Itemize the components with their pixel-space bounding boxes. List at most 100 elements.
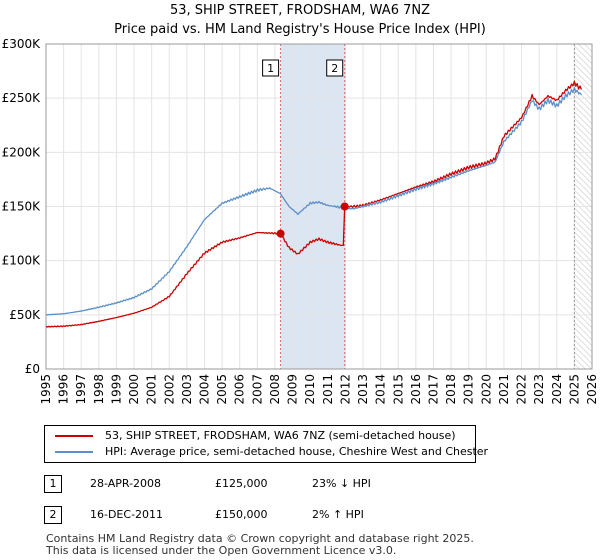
- forecast-hatch-line: [583, 44, 592, 52]
- x-tick-label: 2014: [374, 374, 388, 405]
- x-tick-label: 2016: [409, 374, 423, 405]
- forecast-hatch-line: [574, 255, 592, 274]
- x-tick-label: 2005: [215, 374, 229, 405]
- forecast-hatch-line: [574, 183, 592, 202]
- x-tick-label: 2017: [426, 374, 440, 405]
- x-tick-label: 1997: [74, 374, 88, 405]
- property-price-line: [45, 80, 583, 328]
- x-tick-label: 1995: [39, 374, 53, 405]
- forecast-hatch-line: [574, 339, 592, 358]
- x-tick-label: 2022: [515, 374, 529, 405]
- legend-swatch-property: [55, 435, 93, 437]
- forecast-hatch-line: [574, 285, 592, 304]
- forecast-hatch-line: [574, 129, 592, 148]
- forecast-hatch-line: [574, 237, 592, 256]
- y-tick-label: £200K: [2, 145, 42, 159]
- footer-copyright: Contains HM Land Registry data © Crown c…: [46, 532, 474, 545]
- sale-label-text: 1: [267, 62, 274, 75]
- forecast-hatch-line: [574, 165, 592, 184]
- x-tick-label: 2026: [585, 374, 599, 405]
- y-tick-label: £100K: [2, 254, 42, 268]
- sale-label-text: 2: [331, 62, 338, 75]
- x-tick-label: 1996: [57, 374, 71, 405]
- y-tick-label: £0: [25, 362, 40, 376]
- forecast-hatch-line: [574, 45, 592, 64]
- forecast-hatch-line: [574, 309, 592, 328]
- legend-item-property: 53, SHIP STREET, FRODSHAM, WA6 7NZ (semi…: [45, 428, 473, 444]
- transaction-date: 16-DEC-2011: [90, 508, 164, 521]
- forecast-hatch-line: [574, 243, 592, 262]
- forecast-hatch-line: [574, 303, 592, 322]
- x-tick-label: 2008: [268, 374, 282, 405]
- hpi-line: [45, 86, 582, 316]
- forecast-hatch-line: [574, 75, 592, 94]
- transaction-hpi-delta: 2% ↑ HPI: [312, 508, 364, 521]
- forecast-hatch-line: [574, 111, 592, 130]
- sale-point-marker: [340, 202, 349, 211]
- chart-subtitle: Price paid vs. HM Land Registry's House …: [114, 22, 486, 37]
- forecast-hatch-line: [574, 315, 592, 334]
- x-tick-label: 2025: [567, 374, 581, 405]
- x-tick-label: 2009: [286, 374, 300, 405]
- transaction-row: 2 16-DEC-2011 £150,000 2% ↑ HPI: [44, 506, 444, 526]
- forecast-hatch-line: [574, 135, 592, 154]
- transaction-date: 28-APR-2008: [90, 477, 162, 490]
- transaction-price: £150,000: [215, 508, 268, 521]
- price-chart: 1 2 £0 £50K £100K £150K £200K £250K £300K 1995 19…: [2, 37, 599, 405]
- forecast-hatch-line: [574, 105, 592, 124]
- forecast-hatch-line: [577, 44, 592, 58]
- forecast-hatch-line: [574, 321, 592, 340]
- transaction-price: £125,000: [215, 477, 268, 490]
- forecast-hatch-line: [574, 231, 592, 250]
- footer-licence: This data is licensed under the Open Gov…: [46, 544, 397, 557]
- forecast-hatch-line: [574, 63, 592, 82]
- x-tick-label: 2020: [479, 374, 493, 405]
- forecast-hatch-line: [574, 201, 592, 220]
- x-tick-label: 2012: [338, 374, 352, 405]
- x-tick-label: 1998: [92, 374, 106, 405]
- x-tick-label: 1999: [109, 374, 123, 405]
- forecast-hatch-line: [574, 297, 592, 316]
- x-tick-label: 2007: [250, 374, 264, 405]
- legend-swatch-hpi: [55, 451, 93, 453]
- forecast-hatch-line: [574, 147, 592, 166]
- x-tick-label: 2019: [462, 374, 476, 405]
- forecast-hatch-line: [574, 189, 592, 208]
- transaction-badge: 2: [44, 506, 62, 524]
- x-tick-label: 2023: [532, 374, 546, 405]
- x-tick-label: 2021: [497, 374, 511, 405]
- legend-label-property: 53, SHIP STREET, FRODSHAM, WA6 7NZ (semi…: [105, 429, 456, 442]
- legend-label-hpi: HPI: Average price, semi-detached house,…: [105, 445, 489, 458]
- forecast-hatch-line: [574, 153, 592, 172]
- y-tick-label: £150K: [2, 200, 42, 214]
- sale-label-box: [326, 59, 344, 77]
- sale-label-box: [262, 59, 280, 77]
- legend-item-hpi: HPI: Average price, semi-detached house,…: [45, 444, 488, 460]
- forecast-hatch-line: [574, 261, 592, 280]
- forecast-hatch-line: [574, 225, 592, 244]
- forecast-hatch-line: [574, 333, 592, 352]
- forecast-hatch-line: [574, 117, 592, 136]
- chart-title: 53, SHIP STREET, FRODSHAM, WA6 7NZ: [170, 3, 430, 18]
- forecast-hatch-line: [574, 351, 592, 369]
- forecast-hatch-line: [574, 93, 592, 112]
- forecast-hatch-line: [574, 249, 592, 268]
- transaction-hpi-delta: 23% ↓ HPI: [312, 477, 371, 490]
- x-tick-label: 2024: [550, 374, 564, 405]
- y-tick-label: £300K: [2, 37, 42, 51]
- x-tick-label: 2018: [444, 374, 458, 405]
- forecast-hatch-line: [574, 159, 592, 178]
- forecast-hatch-line: [574, 177, 592, 196]
- forecast-hatch-line: [574, 279, 592, 298]
- forecast-hatch-line: [574, 57, 592, 76]
- forecast-hatch-line: [574, 51, 592, 70]
- forecast-hatch-line: [574, 213, 592, 232]
- y-tick-label: £250K: [2, 91, 42, 105]
- forecast-hatch-line: [574, 123, 592, 142]
- sale-point-marker: [276, 229, 285, 238]
- x-tick-label: 2002: [162, 374, 176, 405]
- forecast-hatch-line: [574, 291, 592, 310]
- forecast-hatch-line: [574, 69, 592, 88]
- forecast-hatch-line: [574, 195, 592, 214]
- forecast-hatch-line: [574, 141, 592, 160]
